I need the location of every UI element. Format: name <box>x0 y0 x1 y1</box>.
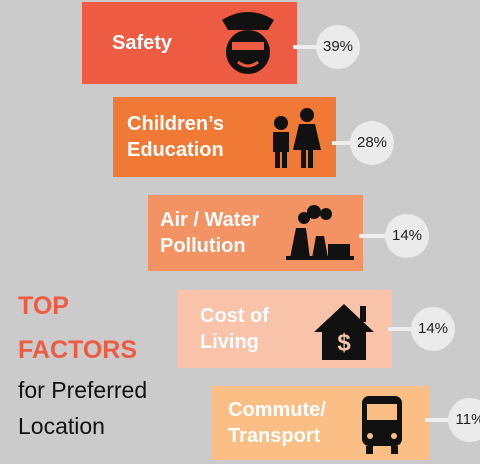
title: TOP FACTORS <box>18 292 137 364</box>
bus-icon <box>362 396 402 454</box>
value-label: 28% <box>357 134 387 151</box>
value-circle <box>385 214 429 258</box>
factor-box: Children’s Education <box>113 97 336 177</box>
value-label: 14% <box>392 227 422 244</box>
house-icon: $ <box>314 304 374 360</box>
factor-label: Children’s Education <box>127 113 225 161</box>
svg-text:$: $ <box>337 329 351 356</box>
value-circle <box>411 307 455 351</box>
subtitle: for Preferred Location <box>18 377 148 439</box>
value-label: 14% <box>418 320 448 337</box>
value-label: 39% <box>323 38 353 55</box>
value-circle <box>448 398 480 442</box>
factor-label: Commute/ Transport <box>228 399 326 447</box>
pollution-icon <box>286 205 354 260</box>
children-icon <box>273 108 321 168</box>
value-circle <box>350 121 394 165</box>
icons: $ <box>222 12 402 454</box>
value-label: 11% <box>456 411 480 428</box>
police-icon <box>222 12 274 74</box>
factor-label: Cost of Living <box>200 305 269 353</box>
factor-label: Safety <box>112 32 173 54</box>
factor-label: Air / Water Pollution <box>160 209 260 257</box>
value-circle <box>316 25 360 69</box>
